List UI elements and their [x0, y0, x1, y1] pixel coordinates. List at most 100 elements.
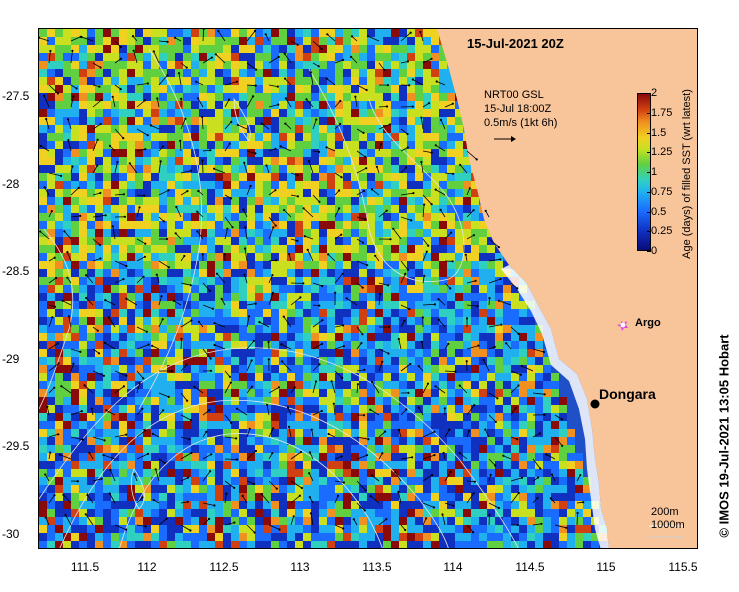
- sst-pixel: [79, 317, 87, 325]
- current-arrow: [327, 254, 336, 262]
- sst-pixel: [439, 53, 447, 61]
- sst-pixel: [239, 485, 247, 493]
- sst-pixel: [143, 165, 151, 173]
- sst-pixel: [559, 405, 567, 413]
- sst-pixel: [175, 533, 183, 541]
- sst-pixel: [199, 437, 207, 445]
- sst-pixel: [111, 117, 119, 125]
- current-arrow-head: [242, 208, 245, 211]
- current-arrow: [466, 209, 474, 218]
- sst-pixel: [55, 117, 63, 125]
- sst-pixel: [287, 229, 295, 237]
- current-arrow: [92, 214, 106, 218]
- sst-pixel: [223, 453, 231, 461]
- sst-pixel: [255, 421, 263, 429]
- sst-pixel: [95, 109, 103, 117]
- current-arrow-head: [362, 414, 366, 417]
- current-arrow-head: [430, 57, 433, 60]
- sst-pixel: [255, 373, 263, 381]
- current-arrow-head: [142, 377, 145, 380]
- current-arrow: [136, 429, 146, 438]
- sst-pixel: [47, 269, 55, 277]
- sst-pixel: [311, 541, 319, 548]
- current-arrow: [109, 493, 116, 504]
- sst-pixel: [375, 309, 383, 317]
- sst-pixel: [263, 69, 271, 77]
- sst-pixel: [431, 237, 439, 245]
- sst-pixel: [359, 429, 367, 437]
- current-arrow: [180, 501, 188, 504]
- sst-pixel: [167, 509, 175, 517]
- sst-pixel: [351, 349, 359, 357]
- sst-pixel: [503, 493, 511, 501]
- sst-pixel: [167, 317, 175, 325]
- sst-pixel: [63, 381, 71, 389]
- sst-pixel: [151, 301, 159, 309]
- sst-pixel: [279, 133, 287, 141]
- sst-pixel: [183, 141, 191, 149]
- sst-pixel: [207, 253, 215, 261]
- current-arrow-head: [109, 468, 112, 472]
- sst-pixel: [39, 253, 47, 261]
- sst-pixel: [295, 229, 303, 237]
- sst-pixel: [303, 501, 311, 509]
- sst-pixel: [159, 541, 167, 548]
- sst-pixel: [503, 509, 511, 517]
- sst-pixel: [295, 133, 303, 141]
- sst-pixel: [527, 493, 535, 501]
- sst-pixel: [335, 253, 343, 261]
- current-arrow-head: [230, 120, 233, 123]
- current-arrow: [356, 480, 366, 491]
- sst-pixel: [71, 269, 79, 277]
- sst-pixel: [335, 261, 343, 269]
- sst-pixel: [463, 157, 471, 165]
- sst-pixel: [567, 525, 575, 533]
- sst-pixel: [87, 293, 95, 301]
- sst-pixel: [263, 397, 271, 405]
- sst-pixel: [279, 453, 287, 461]
- sst-pixel: [199, 325, 207, 333]
- sst-pixel: [383, 365, 391, 373]
- sst-pixel: [423, 53, 431, 61]
- sst-pixel: [47, 293, 55, 301]
- sst-pixel: [343, 373, 351, 381]
- sst-pixel: [455, 149, 463, 157]
- sst-pixel: [167, 77, 175, 85]
- current-arrow-head: [387, 352, 390, 355]
- sst-pixel: [511, 453, 519, 461]
- sst-pixel: [279, 245, 287, 253]
- sst-age-map[interactable]: [39, 29, 698, 549]
- sst-pixel: [231, 469, 239, 477]
- sst-pixel: [527, 453, 535, 461]
- current-arrow: [356, 167, 367, 174]
- sst-pixel: [407, 181, 415, 189]
- sst-pixel: [207, 213, 215, 221]
- sst-pixel: [223, 373, 231, 381]
- sst-pixel: [279, 237, 287, 245]
- sst-pixel: [159, 253, 167, 261]
- sst-pixel: [543, 437, 551, 445]
- sst-pixel: [111, 509, 119, 517]
- sst-pixel: [455, 309, 463, 317]
- sst-pixel: [239, 285, 247, 293]
- sst-pixel: [215, 461, 223, 469]
- sst-pixel: [407, 293, 415, 301]
- sst-pixel: [335, 149, 343, 157]
- current-arrow-head: [340, 233, 343, 236]
- map-frame[interactable]: [38, 28, 698, 549]
- sst-pixel: [271, 461, 279, 469]
- sst-pixel: [39, 381, 47, 389]
- sst-pixel: [407, 461, 415, 469]
- sst-pixel: [263, 253, 271, 261]
- sst-pixel: [191, 437, 199, 445]
- sst-pixel: [383, 317, 391, 325]
- sst-pixel: [55, 149, 63, 157]
- sst-pixel: [119, 461, 127, 469]
- sst-pixel: [535, 501, 543, 509]
- sst-pixel: [271, 189, 279, 197]
- sst-pixel: [399, 125, 407, 133]
- sst-pixel: [455, 109, 463, 117]
- current-arrow-head: [449, 287, 452, 290]
- sst-pixel: [431, 205, 439, 213]
- sst-pixel: [303, 269, 311, 277]
